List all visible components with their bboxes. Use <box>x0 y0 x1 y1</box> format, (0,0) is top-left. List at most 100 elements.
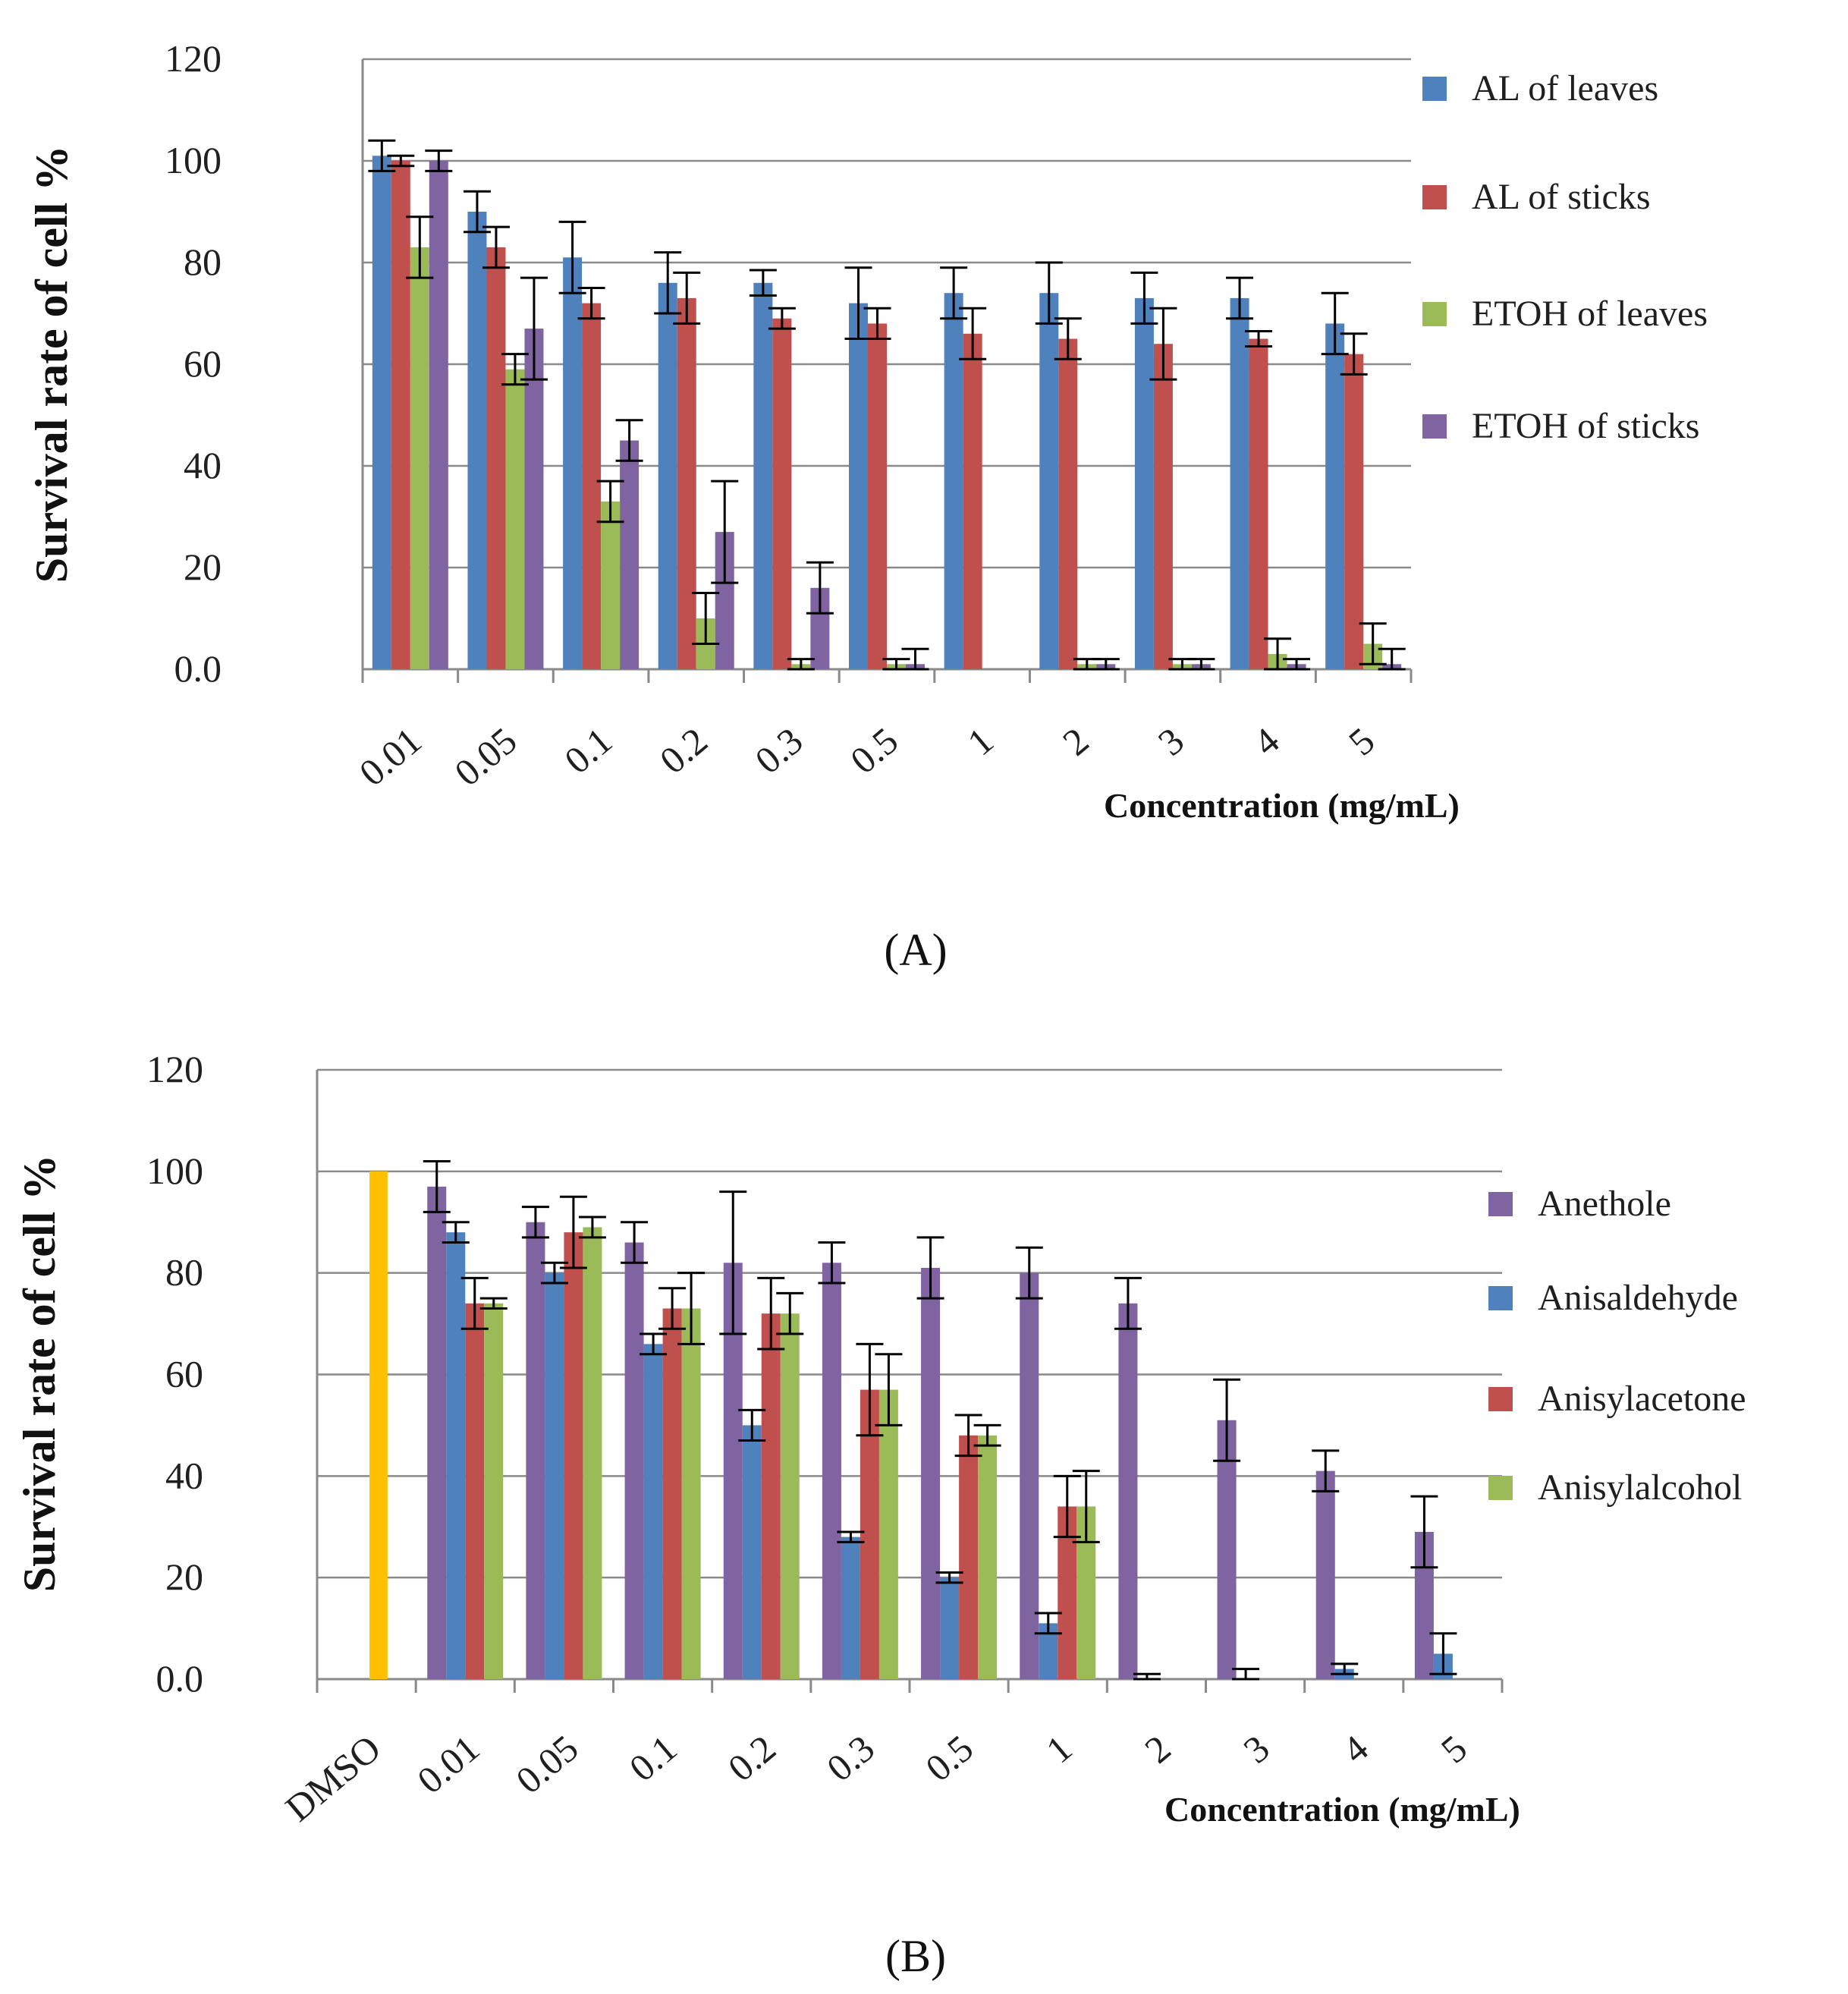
chart-a-y-tick-label: 100 <box>165 139 222 181</box>
chart-b-bar <box>624 1242 644 1679</box>
chart-a-y-tick-label: 80 <box>184 241 222 283</box>
chart-b-bar <box>822 1263 841 1679</box>
chart-b-x-tick-label: 2 <box>1136 1727 1178 1772</box>
chart-b-bar <box>1118 1303 1138 1679</box>
chart-b-y-tick-label: 40 <box>165 1454 203 1496</box>
chart-b-y-tick-label: 100 <box>146 1150 203 1192</box>
chart-b-y-axis-label: Survival rate of cell % <box>14 1155 64 1593</box>
chart-a-bar <box>620 440 640 669</box>
chart-b-bar <box>761 1313 781 1679</box>
chart-a-x-tick-label: 0.3 <box>747 719 811 782</box>
chart-b-legend-swatch <box>1488 1192 1513 1216</box>
chart-b-x-tick-label: 0.2 <box>720 1727 784 1790</box>
chart-b-bar <box>959 1435 979 1679</box>
chart-b-legend-swatch <box>1488 1476 1513 1500</box>
chart-b-bar <box>878 1389 898 1679</box>
chart-a-legend-label: ETOH of leaves <box>1472 294 1708 334</box>
chart-a-bar <box>1249 338 1268 669</box>
chart-b-x-tick-label: 0.05 <box>508 1727 586 1802</box>
chart-b-x-tick-label: 1 <box>1038 1727 1080 1772</box>
chart-a-bar <box>1134 297 1154 669</box>
chart-a-bar <box>391 161 410 669</box>
chart-b-y-tick-label: 80 <box>165 1251 203 1294</box>
chart-b-bar <box>742 1425 762 1679</box>
chart-b-x-tick-label: 0.3 <box>819 1727 882 1790</box>
chart-b: Survival rate of cell % Concentration (m… <box>14 1048 1746 1829</box>
chart-a-x-tick-label: 0.5 <box>842 719 906 782</box>
chart-a-bar <box>677 297 696 669</box>
chart-b-bar <box>427 1186 447 1679</box>
chart-a-y-tick-label: 120 <box>165 37 222 80</box>
chart-b-bar <box>583 1227 602 1679</box>
chart-a-bar <box>772 318 792 669</box>
chart-a-bar <box>410 247 429 669</box>
chart-a-y-tick-label: 40 <box>184 444 222 486</box>
chart-a-bar <box>486 247 506 669</box>
chart-b-x-tick-label: 0.5 <box>917 1727 981 1790</box>
chart-b-control-bar <box>369 1171 388 1679</box>
chart-b-x-tick-label: 4 <box>1334 1727 1376 1772</box>
chart-b-x-axis-label: Concentration (mg/mL) <box>1164 1790 1520 1829</box>
chart-b-bar <box>545 1272 564 1679</box>
chart-b-bar <box>940 1577 960 1679</box>
chart-a-x-tick-label: 4 <box>1245 719 1287 764</box>
chart-a-bar <box>658 282 677 669</box>
chart-a-legend-label: AL of sticks <box>1472 177 1651 217</box>
chart-b-bar <box>860 1389 879 1679</box>
chart-a-legend-swatch <box>1422 414 1447 439</box>
chart-a-legend-label: ETOH of sticks <box>1472 406 1699 446</box>
chart-b-y-tick-label: 0.0 <box>156 1657 204 1700</box>
chart-a-bar <box>372 156 391 670</box>
chart-a-bar <box>1039 293 1059 669</box>
chart-a-x-tick-label: 0.2 <box>652 719 715 782</box>
chart-b-bar <box>564 1232 583 1679</box>
chart-a-x-tick-label: 5 <box>1340 719 1382 764</box>
chart-a-legend-swatch <box>1422 77 1447 101</box>
chart-b-bar <box>662 1308 682 1679</box>
chart-b-bar <box>446 1232 466 1679</box>
chart-b-bar <box>978 1435 998 1679</box>
chart-a-bar <box>467 212 487 669</box>
chart-a-bar <box>563 257 583 669</box>
chart-b-bar <box>780 1313 800 1679</box>
chart-b-legend-swatch <box>1488 1387 1513 1411</box>
chart-b-legend-label: Anethole <box>1538 1184 1671 1224</box>
chart-b-bar <box>1020 1272 1039 1679</box>
chart-a-bar <box>849 303 868 669</box>
chart-a-bar <box>429 161 448 669</box>
chart-a-bar <box>1325 323 1345 669</box>
chart-a-x-axis-label: Concentration (mg/mL) <box>1104 786 1460 825</box>
chart-a-y-tick-label: 20 <box>184 546 222 588</box>
chart-b-x-tick-label: 3 <box>1236 1727 1278 1772</box>
chart-b-bar <box>841 1536 860 1679</box>
chart-a-x-tick-label: 1 <box>960 719 1001 764</box>
panel-a-label: (A) <box>884 925 947 975</box>
chart-a-y-tick-label: 60 <box>184 342 222 385</box>
chart-a-x-tick-label: 0.1 <box>556 719 620 782</box>
chart-a-x-tick-label: 3 <box>1150 719 1192 764</box>
chart-b-x-tick-label: 0.1 <box>621 1727 685 1790</box>
chart-a-legend-swatch <box>1422 185 1447 209</box>
chart-a-bar <box>944 293 963 669</box>
chart-a-bar <box>1058 338 1078 669</box>
chart-b-bar <box>643 1344 663 1679</box>
chart-a-x-tick-label: 0.05 <box>447 719 525 794</box>
chart-a: Survival rate of cell % Concentration (m… <box>27 37 1708 825</box>
chart-a-bar <box>601 501 621 669</box>
chart-a-bar <box>582 303 602 669</box>
chart-b-y-tick-label: 60 <box>165 1353 203 1395</box>
chart-b-y-tick-label: 120 <box>146 1048 203 1090</box>
chart-b-legend-label: Anisylalcohol <box>1538 1467 1742 1508</box>
chart-a-x-tick-label: 2 <box>1054 719 1096 764</box>
chart-b-bar <box>921 1267 941 1679</box>
chart-b-bar <box>465 1303 485 1679</box>
chart-a-bar <box>1344 354 1364 669</box>
chart-a-legend-swatch <box>1422 302 1447 326</box>
chart-b-legend-swatch <box>1488 1286 1513 1310</box>
chart-b-bar <box>526 1222 545 1679</box>
chart-b-y-tick-label: 20 <box>165 1555 203 1598</box>
chart-a-x-tick-label: 0.01 <box>351 719 429 794</box>
chart-b-bar <box>1217 1420 1237 1679</box>
chart-b-x-tick-label: DMSO <box>277 1727 388 1830</box>
